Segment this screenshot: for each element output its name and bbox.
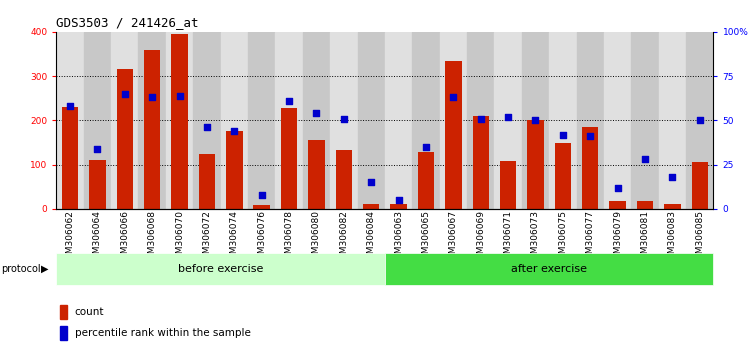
Bar: [221, 32, 248, 209]
Bar: [604, 32, 632, 209]
Point: [502, 114, 514, 120]
Bar: [385, 253, 713, 285]
Bar: [357, 32, 385, 209]
Bar: [303, 32, 330, 209]
Bar: [193, 32, 221, 209]
Text: count: count: [74, 307, 104, 317]
Bar: [472, 116, 489, 209]
Bar: [500, 161, 517, 209]
Bar: [686, 32, 713, 209]
Bar: [171, 34, 188, 209]
Text: GDS3503 / 241426_at: GDS3503 / 241426_at: [56, 16, 199, 29]
Text: before exercise: before exercise: [178, 264, 264, 274]
Bar: [59, 305, 67, 319]
Bar: [555, 143, 571, 209]
Bar: [253, 205, 270, 209]
Point: [448, 95, 460, 100]
Text: after exercise: after exercise: [511, 264, 587, 274]
Bar: [522, 32, 549, 209]
Point: [173, 93, 185, 98]
Bar: [659, 32, 686, 209]
Point: [611, 185, 623, 190]
Bar: [144, 50, 161, 209]
Bar: [664, 205, 680, 209]
Bar: [116, 69, 133, 209]
Bar: [111, 32, 138, 209]
Point: [584, 133, 596, 139]
Bar: [494, 32, 522, 209]
Point: [255, 192, 267, 198]
Bar: [632, 32, 659, 209]
Point: [310, 110, 322, 116]
Bar: [445, 61, 462, 209]
Bar: [391, 205, 407, 209]
Bar: [609, 201, 626, 209]
Bar: [418, 152, 434, 209]
Bar: [56, 32, 83, 209]
Bar: [439, 32, 467, 209]
Point: [420, 144, 432, 150]
Bar: [56, 253, 385, 285]
Bar: [467, 32, 494, 209]
Text: protocol: protocol: [2, 264, 41, 274]
Bar: [226, 131, 243, 209]
Bar: [59, 326, 67, 340]
Text: ▶: ▶: [41, 264, 49, 274]
Bar: [276, 32, 303, 209]
Point: [283, 98, 295, 104]
Bar: [582, 127, 599, 209]
Point: [393, 197, 405, 203]
Point: [338, 116, 350, 121]
Bar: [83, 32, 111, 209]
Point: [639, 156, 651, 162]
Point: [529, 118, 541, 123]
Bar: [138, 32, 166, 209]
Point: [64, 103, 76, 109]
Bar: [549, 32, 577, 209]
Bar: [577, 32, 604, 209]
Bar: [199, 154, 215, 209]
Point: [201, 125, 213, 130]
Bar: [330, 32, 357, 209]
Bar: [692, 162, 708, 209]
Bar: [89, 160, 106, 209]
Bar: [308, 140, 324, 209]
Point: [556, 132, 569, 137]
Point: [92, 146, 104, 152]
Bar: [412, 32, 439, 209]
Text: percentile rank within the sample: percentile rank within the sample: [74, 328, 251, 338]
Bar: [248, 32, 276, 209]
Bar: [363, 205, 379, 209]
Bar: [527, 120, 544, 209]
Bar: [385, 32, 412, 209]
Point: [666, 174, 678, 180]
Bar: [637, 201, 653, 209]
Point: [365, 179, 377, 185]
Bar: [336, 150, 352, 209]
Bar: [166, 32, 193, 209]
Bar: [62, 107, 78, 209]
Point: [694, 118, 706, 123]
Point: [228, 128, 240, 134]
Point: [146, 95, 158, 100]
Point: [475, 116, 487, 121]
Point: [119, 91, 131, 97]
Bar: [281, 108, 297, 209]
